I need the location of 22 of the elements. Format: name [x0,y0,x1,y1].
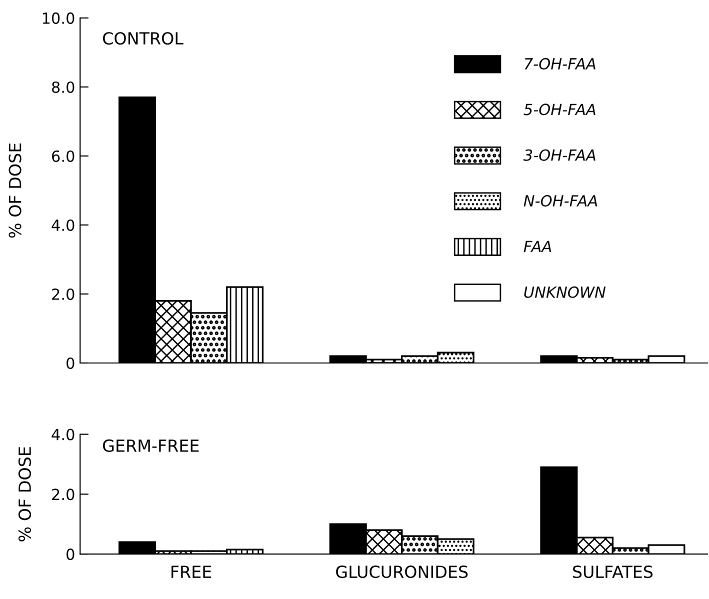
y-tick-label: 10.0 [42,12,74,24]
legend-label: FAA [524,240,552,252]
y-tick-label: 4.0 [52,219,74,232]
y-tick-label: 0 [66,548,74,560]
annotation: GERM-FREE [103,439,199,452]
y-tick-label: 6.0 [52,150,74,162]
annotation: CONTROL [103,32,184,45]
y-tick-label: 4.0 [52,428,74,440]
legend-label: N-OH-FAA [524,195,598,207]
legend-label: 7-OH-FAA [524,58,596,70]
x-tick-label: FREE [172,566,212,578]
legend-label: 5-OH-FAA [524,104,596,116]
y-tick-label: 8.0 [52,81,74,93]
legend-label: UNKNOWN [524,286,606,298]
x-tick-label: SULFATES [573,565,653,578]
y-axis-title: % OF DOSE [18,447,32,542]
y-tick-label: 2.0 [52,288,74,300]
y-axis-title: % OF DOSE [8,143,22,238]
x-tick-label: GLUCURONIDES [336,565,468,578]
y-tick-label: 2.0 [52,488,74,500]
legend-label: 3-OH-FAA [523,149,596,161]
y-tick-label: 0 [66,357,74,370]
